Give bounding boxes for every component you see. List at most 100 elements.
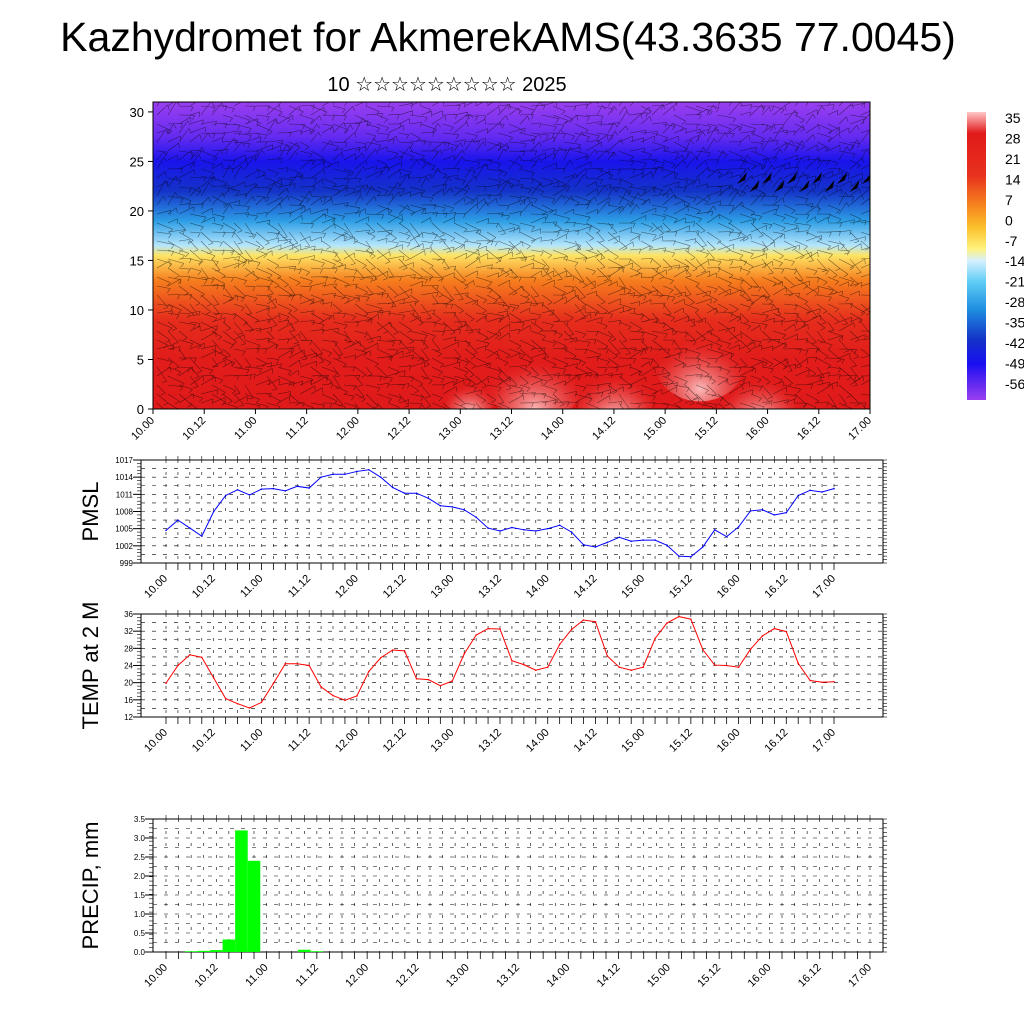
colorbar-label: 0	[1005, 212, 1013, 228]
heatmap-y-tick-label: 10	[130, 303, 144, 318]
y-tick-label: 1008	[115, 508, 133, 517]
series-point	[332, 473, 334, 476]
series-point	[558, 524, 561, 527]
series-point	[833, 487, 835, 490]
y-tick-label: 24	[124, 662, 133, 671]
wind-barb-paths	[156, 102, 870, 409]
heatmap-x-tick-label: 12.12	[385, 415, 413, 443]
series-point	[773, 514, 776, 516]
series-point	[344, 473, 346, 476]
x-tick-label: 11.12	[286, 727, 313, 754]
heatmap-highlight	[487, 336, 583, 409]
y-tick-label: 1002	[115, 542, 133, 551]
y-tick-label: 1.5	[134, 891, 146, 900]
temp-panel: 36 32 28 24 20 16 12 10.00 10.12 11.00 11.12 12.00 1…	[78, 602, 887, 755]
x-tick-label: 12.00	[343, 962, 371, 990]
x-tick-label: 11.12	[286, 573, 313, 600]
colorbar-label: 7	[1005, 192, 1013, 208]
series-point	[260, 488, 263, 490]
series-point	[415, 492, 418, 494]
series-point	[451, 680, 454, 682]
series-point	[606, 541, 609, 544]
series-point	[546, 666, 549, 669]
series-point	[737, 666, 740, 669]
x-tick-label: 14.12	[572, 573, 600, 601]
heatmap-panel: 0 5 10 15 20 25 30 10.00 10.12 11.00 11.12 12.00 12.…	[129, 101, 874, 443]
series-point	[690, 555, 692, 558]
x-tick-label: 12.12	[394, 962, 422, 990]
series-point	[821, 491, 823, 493]
colorbar-label: -28	[1005, 294, 1024, 310]
series-point	[654, 637, 656, 640]
series-point	[534, 530, 537, 532]
y-tick-label: 16	[124, 696, 133, 705]
series-point	[594, 620, 597, 623]
series-point	[487, 627, 489, 630]
series-point	[761, 508, 764, 511]
series-point	[487, 527, 489, 529]
heatmap-y-tick-label: 15	[130, 253, 144, 268]
heatmap-x-tick-label: 13.00	[436, 415, 464, 443]
series-point	[320, 476, 322, 478]
series-point	[463, 653, 466, 655]
heatmap-x-tick-label: 11.00	[232, 415, 259, 442]
heatmap-y-tick-label: 30	[130, 105, 144, 120]
y-tick-label: 999	[120, 559, 134, 568]
x-tick-label: 17.00	[810, 727, 838, 755]
pmsl-panel: 1017 1014 1011 1008 1005 1002 999 10.00 10.12 11.…	[78, 456, 887, 601]
heatmap-x-tick-label: 16.12	[795, 415, 823, 443]
series-point	[654, 539, 656, 541]
x-tick-label: 10.12	[190, 727, 218, 755]
series-point	[439, 684, 442, 687]
series-point	[320, 686, 322, 688]
y-axis-title: PMSL	[78, 482, 103, 542]
series-point	[678, 615, 680, 618]
x-tick-label: 14.12	[595, 962, 623, 990]
series-point	[642, 539, 644, 541]
x-tick-label: 15.00	[619, 573, 647, 601]
series-point	[427, 497, 430, 500]
precip-bar	[247, 860, 261, 952]
series-point	[248, 494, 251, 496]
x-tick-label: 12.12	[381, 727, 409, 755]
heatmap-y-tick-label: 20	[130, 204, 144, 219]
heatmap-x-tick-label: 14.12	[590, 415, 618, 443]
x-tick-label: 12.00	[333, 727, 361, 755]
series-point	[224, 494, 227, 497]
wind-flag	[824, 180, 835, 192]
y-tick-label: 12	[124, 713, 133, 722]
y-tick-label: 20	[124, 679, 133, 688]
series-point	[749, 648, 752, 650]
x-tick-label: 13.00	[428, 573, 456, 601]
wind-flag	[849, 180, 860, 192]
series-point	[809, 489, 811, 492]
series-point	[594, 546, 597, 548]
wind-flag	[737, 172, 747, 184]
series-point	[499, 628, 501, 630]
series-point	[189, 653, 191, 656]
y-axis-title: TEMP at 2 M	[78, 602, 103, 730]
series-point	[558, 643, 561, 646]
wind-flag	[787, 172, 797, 184]
wind-flag	[812, 172, 822, 184]
series-point	[296, 662, 299, 665]
x-tick-label: 14.12	[572, 727, 600, 755]
series-point	[189, 527, 191, 529]
heatmap-x-tick-label: 15.00	[641, 415, 669, 443]
series-point	[833, 681, 835, 683]
x-tick-label: 16.12	[762, 727, 790, 755]
series-point	[690, 618, 692, 620]
series-point	[821, 681, 823, 684]
series-point	[582, 619, 585, 621]
series-point	[701, 648, 704, 651]
x-tick-label: 17.00	[846, 962, 874, 990]
heatmap-x-tick-label: 12.00	[334, 415, 362, 443]
series-point	[212, 510, 215, 513]
colorbar: 35 28 21 14 7 0 -7 -14 -21 -28 -35 -42 -49 -56	[967, 110, 1024, 400]
colorbar-label: 28	[1005, 130, 1021, 146]
x-tick-label: 14.00	[524, 727, 552, 755]
y-tick-label: 1005	[115, 525, 133, 534]
colorbar-strip	[967, 112, 986, 400]
heatmap-y-tick-label: 25	[130, 154, 144, 169]
